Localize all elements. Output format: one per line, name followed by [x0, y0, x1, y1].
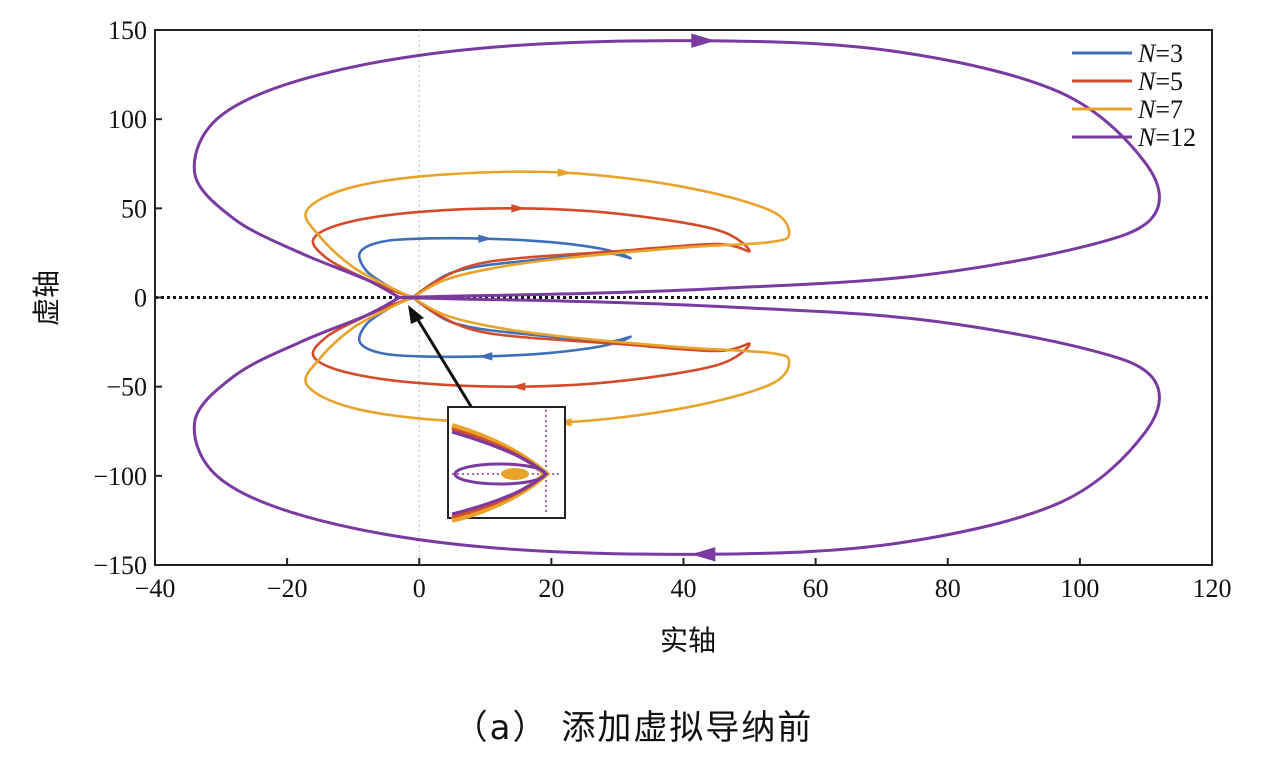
direction-arrow — [691, 547, 716, 562]
x-tick-label: −40 — [135, 574, 176, 603]
y-axis-title: 虚轴 — [30, 270, 63, 326]
direction-arrow — [478, 234, 493, 243]
legend-label: N=3 — [1137, 39, 1183, 68]
y-tick-label: 50 — [121, 194, 147, 223]
direction-arrow — [478, 352, 493, 361]
y-tick-label: 0 — [134, 284, 147, 313]
inset-loop — [453, 462, 547, 486]
axis-ticks: −40 −20 0 20 40 60 80 100 120 150 100 50 0 −50 −100 −15… — [93, 16, 1231, 603]
direction-arrow — [557, 168, 572, 177]
zoom-arrow-line — [413, 314, 474, 409]
x-tick-label: 40 — [671, 574, 697, 603]
series-line-lower — [311, 296, 751, 389]
y-tick-label: −150 — [93, 551, 147, 580]
x-tick-label: 20 — [538, 574, 564, 603]
x-tick-label: 80 — [935, 574, 961, 603]
legend-label: N=12 — [1137, 123, 1196, 152]
y-tick-label: 150 — [108, 16, 147, 45]
legend: N=3N=5N=7N=12 — [1072, 39, 1196, 152]
series-line-lower — [304, 296, 791, 425]
x-tick-label: −20 — [267, 574, 308, 603]
x-tick-label: 100 — [1060, 574, 1099, 603]
x-tick-label: 60 — [803, 574, 829, 603]
x-tick-label: 0 — [413, 574, 426, 603]
figure-caption: （a） 添加虚拟导纳前 — [453, 708, 814, 748]
nyquist-chart: −40 −20 0 20 40 60 80 100 120 150 100 50 0 −50 −100 −15… — [30, 16, 1232, 657]
direction-arrow — [511, 382, 526, 391]
series-line-lower — [357, 296, 632, 359]
x-axis-title: 实轴 — [660, 624, 716, 657]
direction-arrow — [691, 33, 716, 48]
y-tick-label: −100 — [93, 462, 147, 491]
direction-arrow — [511, 204, 526, 213]
y-tick-label: −50 — [106, 373, 147, 402]
inset-fill — [501, 468, 529, 480]
x-tick-label: 120 — [1193, 574, 1232, 603]
plot-area — [154, 29, 1213, 566]
y-tick-label: 100 — [108, 105, 147, 134]
series-line-upper — [304, 170, 791, 299]
series-line-lower — [192, 296, 1161, 556]
zoom-arrow-head — [408, 305, 424, 324]
series-line-upper — [192, 39, 1161, 299]
legend-label: N=5 — [1137, 67, 1183, 96]
curves — [192, 33, 1161, 562]
series-line-upper — [311, 206, 751, 299]
legend-label: N=7 — [1137, 95, 1183, 124]
zoom-inset — [408, 305, 566, 523]
series-line-upper — [357, 236, 632, 299]
